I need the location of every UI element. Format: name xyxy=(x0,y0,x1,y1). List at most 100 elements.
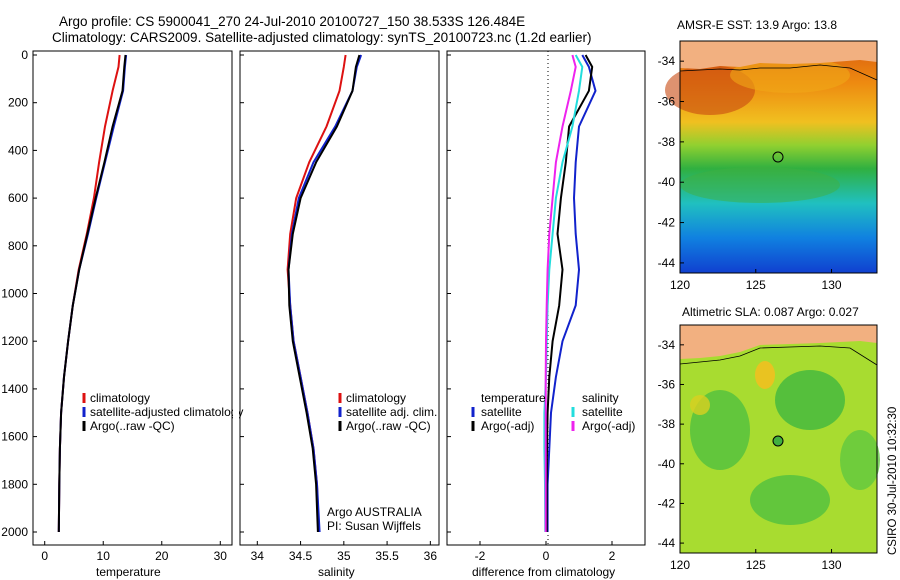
sst-lat-label: -38 xyxy=(658,135,676,149)
salinity-note-pi: PI: Susan Wijffels xyxy=(327,519,421,533)
sla-lat-label: -40 xyxy=(658,457,676,471)
sst-lon-label: 120 xyxy=(670,278,690,292)
temperature-series-group xyxy=(57,54,128,533)
depth-tick-label: 0 xyxy=(21,48,28,62)
depth-tick-label: 200 xyxy=(8,96,28,110)
sla-lat-label: -44 xyxy=(658,536,676,550)
temperature-tick-label: 20 xyxy=(155,549,169,563)
sst-map xyxy=(665,40,878,274)
sst-lat-label: -34 xyxy=(658,54,676,68)
sst-lon-label: 125 xyxy=(746,278,766,292)
depth-tick-label: 2000 xyxy=(1,525,28,539)
temperature-tick-label: 0 xyxy=(41,549,48,563)
sla-lat-label: -36 xyxy=(658,377,676,391)
sst-ticks: -34 -36 -38 -40 -42 -44 120 125 130 xyxy=(658,54,842,292)
sla-lat-label: -34 xyxy=(658,338,676,352)
sst-cool-patch xyxy=(730,57,850,93)
depth-tick-label: 400 xyxy=(8,143,28,157)
sst-argo-marker xyxy=(772,151,784,163)
credit-text: CSIRO 30-Jul-2010 10:32:30 xyxy=(887,407,899,555)
sal-legend-climatology: climatology xyxy=(346,391,406,405)
difference-tick-label: 2 xyxy=(609,549,616,563)
depth-tick-label: 1200 xyxy=(1,334,28,348)
diff-legend-temp-title: temperature xyxy=(481,391,546,405)
sla-argo-marker xyxy=(772,435,784,447)
depth-tick-label: 1600 xyxy=(1,430,28,444)
difference-series-temperature-argo-adj- xyxy=(545,54,594,532)
difference-legend: temperature satellite Argo(-adj) salinit… xyxy=(471,391,635,433)
sla-map xyxy=(679,324,880,554)
sst-lat-label: -40 xyxy=(658,175,676,189)
sal-legend-satellite: satellite adj. clim. xyxy=(346,405,437,419)
depth-axis: 0 200 400 600 800 1000 1200 1400 1600 1800 2000 xyxy=(1,48,451,539)
sla-green-4 xyxy=(840,430,880,490)
depth-tick-label: 1000 xyxy=(1,287,28,301)
sst-land xyxy=(680,41,877,69)
salinity-tick-label: 34 xyxy=(251,549,265,563)
sla-yellow-2 xyxy=(690,395,710,415)
salinity-legend: climatology satellite adj. clim. Argo(..… xyxy=(338,391,437,433)
sla-ticks: -34 -36 -38 -40 -42 -44 120 125 130 xyxy=(658,338,842,572)
temperature-xlabel: temperature xyxy=(96,565,161,579)
difference-tick-label: 0 xyxy=(543,549,550,563)
diff-legend-sal-sat: satellite xyxy=(582,405,623,419)
sla-map-frame xyxy=(679,324,878,554)
difference-series-group xyxy=(543,54,597,533)
title-line-2: Climatology: CARS2009. Satellite-adjuste… xyxy=(52,30,592,45)
sst-green-patch xyxy=(680,167,840,203)
sla-lon-label: 125 xyxy=(746,558,766,572)
depth-tick-label: 800 xyxy=(8,239,28,253)
temperature-tick-label: 30 xyxy=(214,549,228,563)
difference-tick-label: -2 xyxy=(475,549,486,563)
diff-legend-temp-sat: satellite xyxy=(481,405,522,419)
depth-tick-label: 1400 xyxy=(1,382,28,396)
temperature-tick-label: 10 xyxy=(97,549,111,563)
depth-tick-label: 600 xyxy=(8,191,28,205)
sal-legend-argo: Argo(..raw -QC) xyxy=(346,419,431,433)
temperature-x-ticks: 0 10 20 30 xyxy=(41,541,227,563)
sst-lat-label: -36 xyxy=(658,95,676,109)
salinity-xlabel: salinity xyxy=(318,565,355,579)
depth-tick-label: 1800 xyxy=(1,477,28,491)
diff-legend-temp-argo: Argo(-adj) xyxy=(481,419,534,433)
panel-gap-cover xyxy=(233,390,239,435)
sst-lat-label: -44 xyxy=(658,256,676,270)
salinity-note-argo-australia: Argo AUSTRALIA xyxy=(327,505,422,519)
legend-argo: Argo(..raw -QC) xyxy=(90,419,175,433)
diff-legend-sal-title: salinity xyxy=(582,391,619,405)
sla-lat-label: -38 xyxy=(658,417,676,431)
sla-map-title: Altimetric SLA: 0.087 Argo: 0.027 xyxy=(682,305,859,319)
difference-series-salinity-satellite xyxy=(543,54,584,533)
salinity-x-ticks: 34 34.5 35 35.5 36 xyxy=(251,541,438,563)
salinity-series-argo-raw-qc- xyxy=(287,54,361,533)
sla-yellow-1 xyxy=(755,361,775,389)
sla-lon-label: 130 xyxy=(822,558,842,572)
sla-lon-label: 120 xyxy=(670,558,690,572)
temperature-legend: climatology satellite-adjusted climatolo… xyxy=(82,391,243,433)
salinity-series-group xyxy=(286,54,363,533)
difference-series-salinity-argo-adj- xyxy=(544,54,577,532)
legend-climatology: climatology xyxy=(90,391,150,405)
sla-green-2 xyxy=(775,370,845,430)
sst-map-title: AMSR-E SST: 13.9 Argo: 13.8 xyxy=(677,18,837,32)
sla-land xyxy=(680,325,877,359)
difference-series-temperature-satellite xyxy=(546,54,597,532)
sla-lat-label: -42 xyxy=(658,496,676,510)
sst-lat-label: -42 xyxy=(658,216,676,230)
sla-coastline-contour xyxy=(679,345,878,366)
salinity-tick-label: 35.5 xyxy=(375,549,399,563)
difference-x-ticks: -2 0 2 xyxy=(475,541,616,563)
sla-green-3 xyxy=(750,475,830,525)
salinity-panel-frame xyxy=(239,50,440,546)
salinity-tick-label: 36 xyxy=(424,549,438,563)
temperature-panel-frame xyxy=(32,50,233,546)
legend-satellite: satellite-adjusted climatology xyxy=(90,405,243,419)
temperature-series-argo-raw-qc- xyxy=(57,54,127,533)
salinity-tick-label: 34.5 xyxy=(289,549,313,563)
diff-legend-sal-argo: Argo(-adj) xyxy=(582,419,635,433)
sst-coastline-contour xyxy=(679,64,878,81)
salinity-tick-label: 35 xyxy=(337,549,351,563)
sst-lon-label: 130 xyxy=(822,278,842,292)
sst-map-frame xyxy=(679,40,878,274)
